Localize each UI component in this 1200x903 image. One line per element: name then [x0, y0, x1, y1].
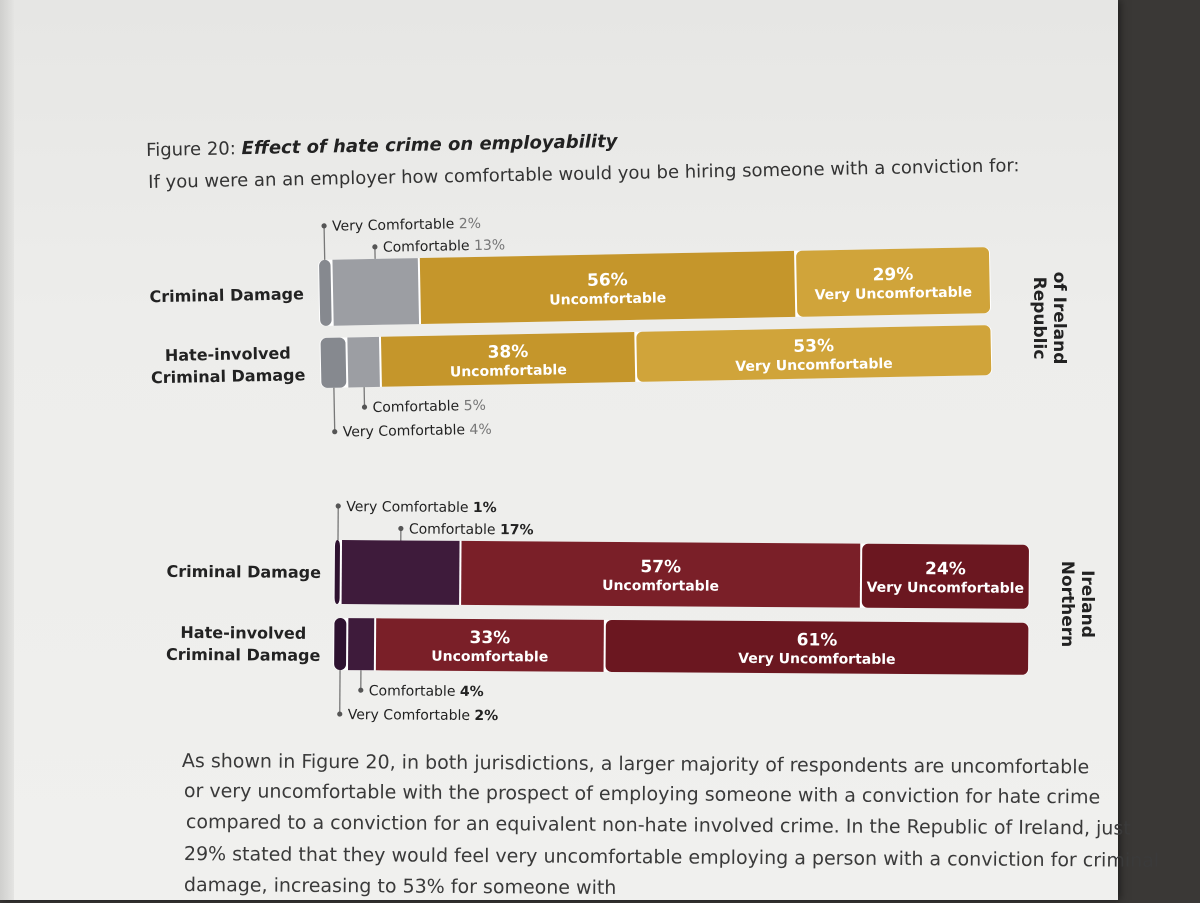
segment-category-label: Uncomfortable	[549, 290, 666, 308]
callout-value: 5%	[464, 398, 487, 414]
category-label: Criminal Damage	[166, 645, 321, 665]
segment-value-label: 56%	[587, 270, 628, 291]
bar-segment	[334, 618, 346, 670]
category-label: Criminal Damage	[167, 562, 322, 582]
segment-category-label: Very Uncomfortable	[867, 580, 1024, 597]
bar-segment	[335, 540, 340, 604]
report-page: Figure 20: Effect of hate crime on emplo…	[0, 0, 1118, 900]
leader-dot	[372, 244, 377, 249]
callout-label: Comfortable 4%	[369, 683, 484, 700]
callout-label: Comfortable 5%	[372, 398, 486, 416]
bar-segment	[347, 337, 380, 388]
leader-dot	[398, 526, 403, 531]
leader-dot	[337, 711, 342, 716]
callout-value: 13%	[474, 237, 505, 254]
category-label: Hate-involved	[180, 623, 306, 643]
jurisdiction-label-line: of Ireland	[1049, 272, 1069, 365]
segment-category-label: Very Uncomfortable	[738, 651, 895, 668]
jurisdiction-label-line: Republic	[1029, 277, 1049, 360]
segment-category-label: Very Uncomfortable	[735, 356, 893, 375]
callout-label: Very Comfortable 1%	[346, 499, 497, 516]
leader-dot	[336, 503, 341, 508]
leader-dot	[358, 688, 363, 693]
callout-label: Very Comfortable 4%	[343, 422, 492, 441]
segment-value-label: 53%	[793, 336, 834, 357]
segment-value-label: 61%	[797, 630, 838, 650]
callout-label: Very Comfortable 2%	[348, 707, 499, 724]
jurisdiction-label-line: Northern	[1057, 561, 1077, 648]
callout-value: 2%	[474, 708, 498, 724]
jurisdiction-label-line: Ireland	[1077, 570, 1097, 638]
leader-line	[324, 226, 325, 260]
bar-segment	[320, 337, 346, 387]
category-label: Criminal Damage	[149, 284, 304, 306]
callout-value: 1%	[473, 500, 497, 516]
callout-label: Very Comfortable 2%	[332, 216, 481, 235]
bar-segment	[319, 260, 332, 326]
segment-value-label: 33%	[469, 628, 510, 648]
segment-category-label: Uncomfortable	[602, 578, 719, 595]
segment-category-label: Uncomfortable	[431, 649, 548, 666]
leader-dot	[362, 404, 367, 409]
callout-label: Comfortable 17%	[409, 522, 534, 539]
segment-value-label: 57%	[640, 557, 681, 577]
bar-segment	[348, 618, 374, 670]
segment-value-label: 29%	[872, 265, 913, 286]
leader-dot	[321, 223, 326, 228]
callout-value: 2%	[459, 216, 482, 232]
callout-label: Comfortable 13%	[383, 237, 506, 255]
callout-value: 17%	[500, 522, 534, 538]
segment-value-label: 38%	[487, 342, 528, 363]
segment-value-label: 24%	[925, 559, 966, 579]
segment-category-label: Uncomfortable	[450, 362, 567, 380]
category-label: Criminal Damage	[151, 365, 306, 387]
bar-segment	[332, 258, 419, 326]
category-label: Hate-involved	[165, 344, 291, 365]
leader-line	[334, 388, 335, 432]
callout-value: 4%	[460, 684, 484, 700]
callout-value: 4%	[469, 422, 492, 438]
segment-category-label: Very Uncomfortable	[814, 284, 972, 303]
leader-dot	[332, 429, 337, 434]
bar-segment	[342, 540, 460, 605]
